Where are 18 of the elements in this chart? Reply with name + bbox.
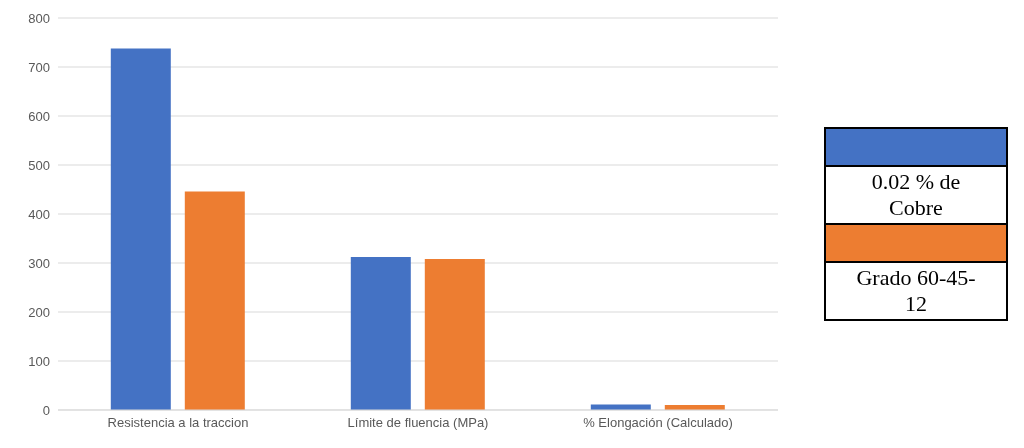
y-tick-label: 700 [28,59,50,75]
text: 0.02 % de Cobre [870,168,962,222]
x-tick-label: Límite de fluencia (MPa) [347,415,489,431]
bar [110,48,171,410]
y-tick-label: 300 [28,255,50,271]
y-tick-label: 0 [42,402,50,418]
bar [424,259,485,410]
y-tick-label: 500 [28,157,50,173]
y-tick-label: 100 [28,353,50,369]
text: Grado 60-45-12 [855,264,977,318]
x-tick-label: Resistencia a la traccion [107,415,249,431]
y-tick-label: 800 [28,10,50,26]
bar [350,257,411,410]
bar [184,191,245,410]
x-tick-label: % Elongación (Calculado) [583,415,733,431]
y-tick-label: 600 [28,108,50,124]
y-tick-label: 200 [28,304,50,320]
y-tick-label: 400 [28,206,50,222]
